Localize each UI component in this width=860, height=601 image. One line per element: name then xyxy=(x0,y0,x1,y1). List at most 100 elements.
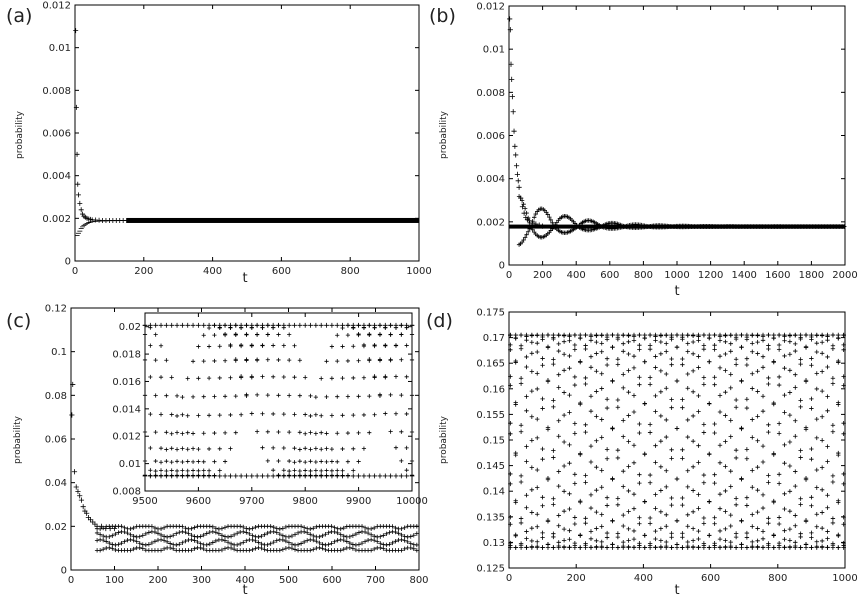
data-point-c xyxy=(384,542,389,548)
data-point-c xyxy=(140,546,145,551)
inset-data-point-c xyxy=(303,375,308,380)
data-point-d xyxy=(508,481,513,487)
data-point-d xyxy=(615,335,621,340)
data-point-d xyxy=(626,339,631,345)
data-point-d xyxy=(793,543,798,549)
inset-data-point-c xyxy=(350,473,356,479)
inset-data-point-c xyxy=(265,458,270,463)
data-point-d xyxy=(830,520,836,526)
data-point-d xyxy=(830,381,836,386)
data-point-c xyxy=(238,541,243,547)
data-point-d xyxy=(723,488,728,494)
data-point-d xyxy=(540,545,545,550)
data-point-d xyxy=(556,483,561,489)
data-point-c xyxy=(311,547,316,552)
data-point-d xyxy=(696,443,701,448)
data-point-c xyxy=(110,542,115,547)
inset-data-point-c xyxy=(233,323,238,328)
inset-data-point-c xyxy=(302,322,308,328)
data-point-c xyxy=(274,526,279,531)
data-point-d xyxy=(583,521,588,526)
data-point-d xyxy=(621,434,626,439)
data-point-d xyxy=(567,506,572,512)
inset-data-point-c xyxy=(303,446,308,451)
inset-data-point-c xyxy=(409,332,415,337)
data-point-d xyxy=(680,447,685,452)
data-point-c xyxy=(311,526,316,531)
data-point-d xyxy=(572,332,578,338)
data-point-c xyxy=(192,546,197,551)
data-point-c xyxy=(174,531,179,536)
data-point-c xyxy=(365,538,371,543)
inset-data-point-c xyxy=(233,332,238,337)
data-point-c xyxy=(231,532,237,538)
data-point-d xyxy=(626,351,631,357)
data-point-d xyxy=(701,382,707,387)
y-tick-label-d: 0.135 xyxy=(476,512,505,523)
data-point-d xyxy=(776,472,782,477)
inset-data-point-c xyxy=(265,393,270,398)
data-point-c xyxy=(161,534,167,539)
data-point-c xyxy=(356,530,362,535)
inset-data-point-c xyxy=(351,413,356,418)
data-point-d xyxy=(723,368,728,373)
data-point-d xyxy=(793,523,798,528)
data-point-c xyxy=(100,533,106,539)
data-point-d xyxy=(535,524,540,529)
data-point-d xyxy=(825,408,830,414)
inset-data-point-c xyxy=(276,458,281,464)
inset-data-point-c xyxy=(356,358,361,363)
data-point-d xyxy=(637,541,642,546)
data-point-c xyxy=(399,526,404,531)
data-point-d xyxy=(723,389,728,395)
inset-data-point-c xyxy=(335,473,340,478)
data-point-d xyxy=(561,333,567,339)
data-point-c xyxy=(225,534,231,540)
inset-data-point-c xyxy=(206,325,212,331)
data-point-c xyxy=(405,534,410,540)
data-point-c xyxy=(411,546,416,552)
data-point-c xyxy=(414,542,420,548)
data-point-d xyxy=(631,365,637,371)
data-point-d xyxy=(712,515,717,520)
data-point-d xyxy=(690,351,696,356)
data-point-d xyxy=(513,358,518,364)
inset-data-point-c xyxy=(324,446,329,451)
data-point-d xyxy=(701,430,707,435)
data-point-c xyxy=(301,525,307,530)
data-point-c xyxy=(362,529,368,535)
data-point-c xyxy=(137,541,142,546)
inset-data-point-c xyxy=(190,459,196,465)
data-point-d xyxy=(664,512,669,518)
data-point-c xyxy=(298,541,304,546)
data-point-d xyxy=(588,459,594,465)
data-point-d xyxy=(728,468,733,474)
data-point-d xyxy=(588,536,594,542)
data-point-d xyxy=(567,442,572,448)
inset-data-point-c xyxy=(308,447,313,452)
data-point-d xyxy=(513,532,518,538)
data-point-d xyxy=(680,397,685,402)
data-point-d xyxy=(567,392,572,398)
data-point-d xyxy=(540,456,545,462)
data-point-c xyxy=(189,537,194,542)
data-point-d xyxy=(508,347,513,353)
data-point-c xyxy=(222,538,228,543)
inset-data-point-c xyxy=(217,344,222,349)
data-point-c xyxy=(119,540,124,546)
data-point-d xyxy=(508,332,513,338)
data-point-c xyxy=(161,546,167,552)
data-point-c xyxy=(350,542,356,547)
data-point-d xyxy=(717,334,723,339)
inset-data-point-c xyxy=(361,375,367,380)
data-point-d xyxy=(755,351,760,356)
data-point-c xyxy=(353,531,359,537)
inset-data-point-c xyxy=(255,332,260,337)
data-point-d xyxy=(631,544,637,550)
inset-data-point-c xyxy=(292,468,297,473)
data-point-d xyxy=(664,524,669,529)
inset-data-point-c xyxy=(174,459,180,464)
data-point-d xyxy=(809,334,814,340)
data-point-c xyxy=(167,541,173,546)
data-point-d xyxy=(830,423,836,428)
